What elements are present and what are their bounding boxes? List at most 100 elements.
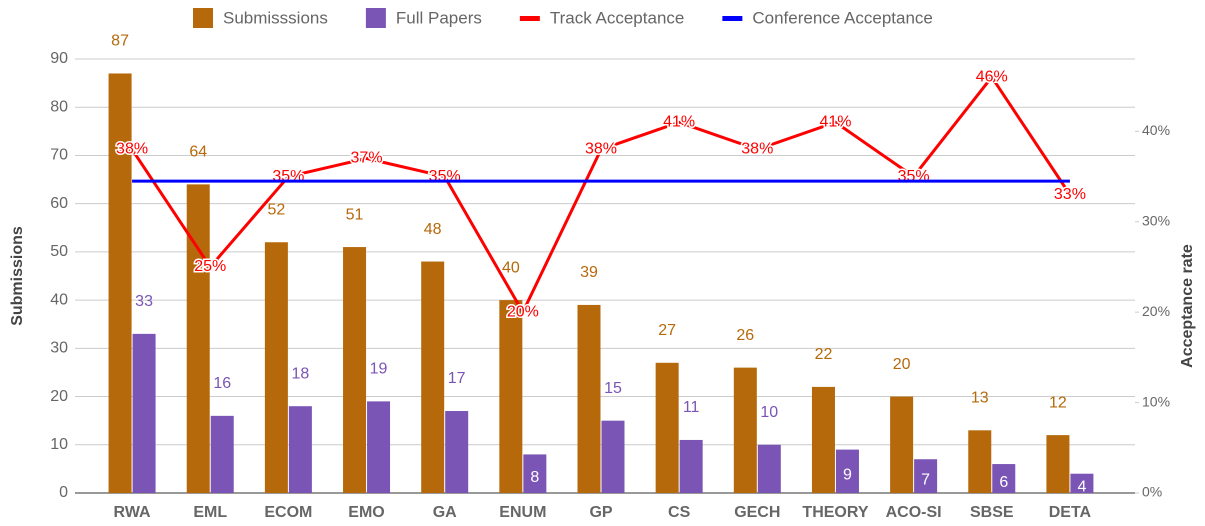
bar: [601, 420, 625, 493]
y2-axis-title: Acceptance rate: [1179, 244, 1196, 368]
data-label: 26: [736, 327, 754, 344]
data-label: 11: [683, 399, 700, 416]
legend-label: Submisssions: [223, 8, 328, 27]
bar: [757, 444, 781, 493]
x-tick-label: RWA: [114, 504, 151, 521]
data-label: 40: [502, 259, 520, 276]
line-label: 41%: [663, 114, 695, 131]
line-label: 25%: [194, 258, 226, 275]
data-label: 12: [1049, 394, 1067, 411]
y-tick-label: 50: [50, 243, 68, 260]
data-label: 15: [604, 380, 622, 397]
legend-swatch: [722, 16, 743, 21]
bar: [655, 362, 679, 493]
data-label: 27: [658, 322, 676, 339]
data-label: 33: [135, 293, 153, 310]
x-tick-label: SBSE: [970, 504, 1014, 521]
data-label: 39: [580, 264, 598, 281]
legend-swatch: [193, 8, 213, 28]
line-label: 20%: [507, 303, 539, 320]
legend-label: Conference Acceptance: [752, 8, 933, 27]
line-label: 37%: [351, 150, 383, 167]
x-tick-label: ACO-SI: [886, 504, 942, 521]
bar: [1070, 473, 1094, 493]
line: [130, 74, 1072, 316]
data-label: 8: [530, 469, 539, 486]
bar: [835, 449, 859, 493]
x-tick-label: EML: [193, 504, 227, 521]
y-tick-label: 40: [50, 291, 68, 308]
x-tick-label: DETA: [1049, 504, 1092, 521]
data-label: 64: [189, 144, 207, 161]
bar: [679, 439, 703, 493]
y-axis-title: Submissions: [9, 226, 26, 326]
bar: [186, 184, 210, 493]
x-tick-label: GECH: [734, 504, 780, 521]
data-label: 17: [448, 370, 466, 387]
bar: [523, 454, 547, 493]
data-label: 87: [111, 33, 129, 50]
data-label: 10: [760, 404, 778, 421]
data-label: 52: [267, 201, 285, 218]
y-tick-label: 90: [50, 50, 68, 67]
bar: [210, 415, 234, 493]
bar: [367, 401, 391, 493]
y2-tick-label: 0%: [1142, 484, 1162, 500]
bar: [132, 333, 156, 493]
y2-tick-label: 10%: [1142, 393, 1170, 409]
data-label: 48: [424, 221, 442, 238]
x-tick-label: THEORY: [802, 504, 868, 521]
bar: [577, 304, 601, 493]
x-tick-label: EMO: [348, 504, 384, 521]
line-label: 41%: [819, 114, 851, 131]
y-tick-label: 70: [50, 147, 68, 164]
y-tick-label: 0: [59, 484, 68, 501]
y-tick-label: 20: [50, 388, 68, 405]
line-label: 33%: [1054, 186, 1086, 203]
legend-label: Full Papers: [396, 8, 482, 27]
y2-tick-label: 40%: [1142, 122, 1170, 138]
y2-tick-label: 30%: [1142, 212, 1170, 228]
x-tick-label: GP: [589, 504, 612, 521]
bar: [914, 459, 938, 493]
bar: [1046, 435, 1070, 493]
bar: [108, 73, 132, 493]
x-tick-label: CS: [668, 504, 691, 521]
bar: [343, 247, 367, 493]
bar: [968, 430, 992, 493]
y-tick-label: 60: [50, 195, 68, 212]
line-label: 38%: [116, 141, 148, 158]
y-tick-label: 80: [50, 98, 68, 115]
y-tick-label: 10: [50, 436, 68, 453]
bar: [992, 464, 1016, 493]
line-label: 46%: [976, 68, 1008, 85]
data-label: 13: [971, 390, 989, 407]
bar: [264, 242, 288, 493]
bar: [733, 367, 757, 493]
x-tick-label: ENUM: [499, 504, 546, 521]
x-tick-label: ECOM: [264, 504, 312, 521]
legend-label: Track Acceptance: [550, 8, 685, 27]
y2-tick-label: 20%: [1142, 303, 1170, 319]
bar: [890, 396, 914, 493]
data-label: 7: [921, 471, 930, 488]
bar: [499, 300, 523, 493]
data-label: 20: [893, 356, 911, 373]
legend-swatch: [365, 8, 386, 28]
data-label: 16: [213, 375, 231, 392]
line-label: 38%: [741, 141, 773, 158]
data-label: 6: [999, 474, 1008, 491]
bar: [421, 261, 445, 493]
data-label: 4: [1077, 479, 1086, 496]
data-label: 51: [346, 206, 364, 223]
y-tick-label: 30: [50, 340, 68, 357]
data-label: 22: [815, 346, 833, 363]
data-label: 9: [843, 467, 852, 484]
x-tick-label: GA: [433, 504, 457, 521]
bar: [288, 406, 312, 493]
bar: [445, 411, 469, 493]
line-label: 38%: [585, 141, 617, 158]
legend-swatch: [519, 16, 540, 21]
data-label: 19: [370, 361, 388, 378]
